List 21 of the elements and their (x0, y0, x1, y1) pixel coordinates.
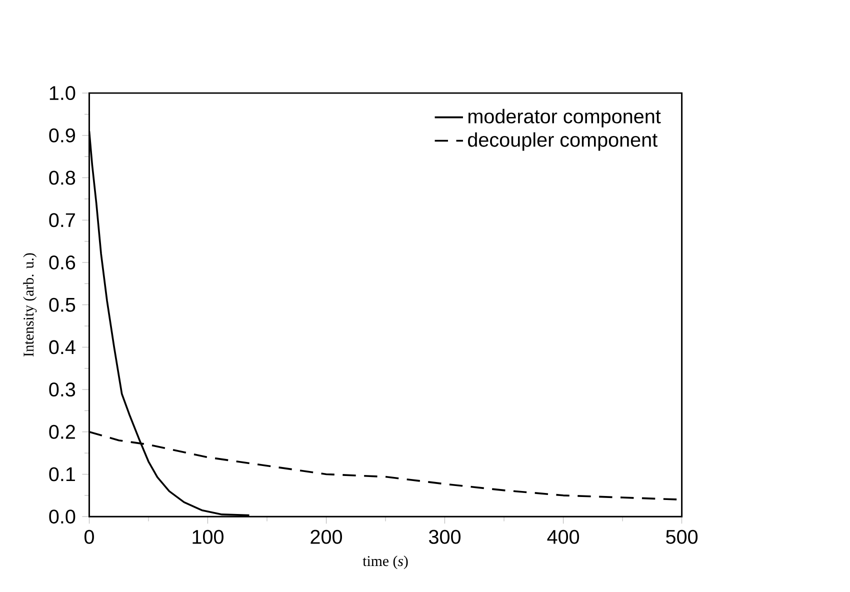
legend-label: moderator component (468, 109, 661, 128)
y-tick-label: 0.9 (49, 128, 75, 143)
legend-label: decoupler component (468, 132, 658, 151)
y-tick-label: 0.8 (49, 170, 76, 185)
y-tick-label: 1.0 (50, 86, 76, 100)
x-tick-label: 100 (192, 530, 224, 544)
y-tick-label: 0.7 (49, 213, 75, 228)
y-axis-title: Intensity (arb. u.) (23, 253, 37, 357)
y-tick-label: 0.4 (49, 340, 76, 354)
y-tick-label: 0.5 (49, 298, 76, 312)
x-tick-label: 0 (84, 530, 94, 544)
y-tick-label: 0.0 (49, 510, 76, 524)
x-axis-title: time (s) (362, 556, 408, 570)
x-tick-label: 500 (666, 530, 698, 544)
y-tick-label: 0.2 (49, 425, 75, 440)
x-tick-label: 300 (429, 530, 461, 544)
y-tick-label: 0.6 (49, 256, 76, 270)
x-tick-label: 200 (310, 530, 342, 544)
y-tick-label: 0.1 (49, 467, 75, 482)
y-tick-label: 0.3 (49, 382, 76, 397)
x-tick-label: 400 (547, 530, 580, 544)
